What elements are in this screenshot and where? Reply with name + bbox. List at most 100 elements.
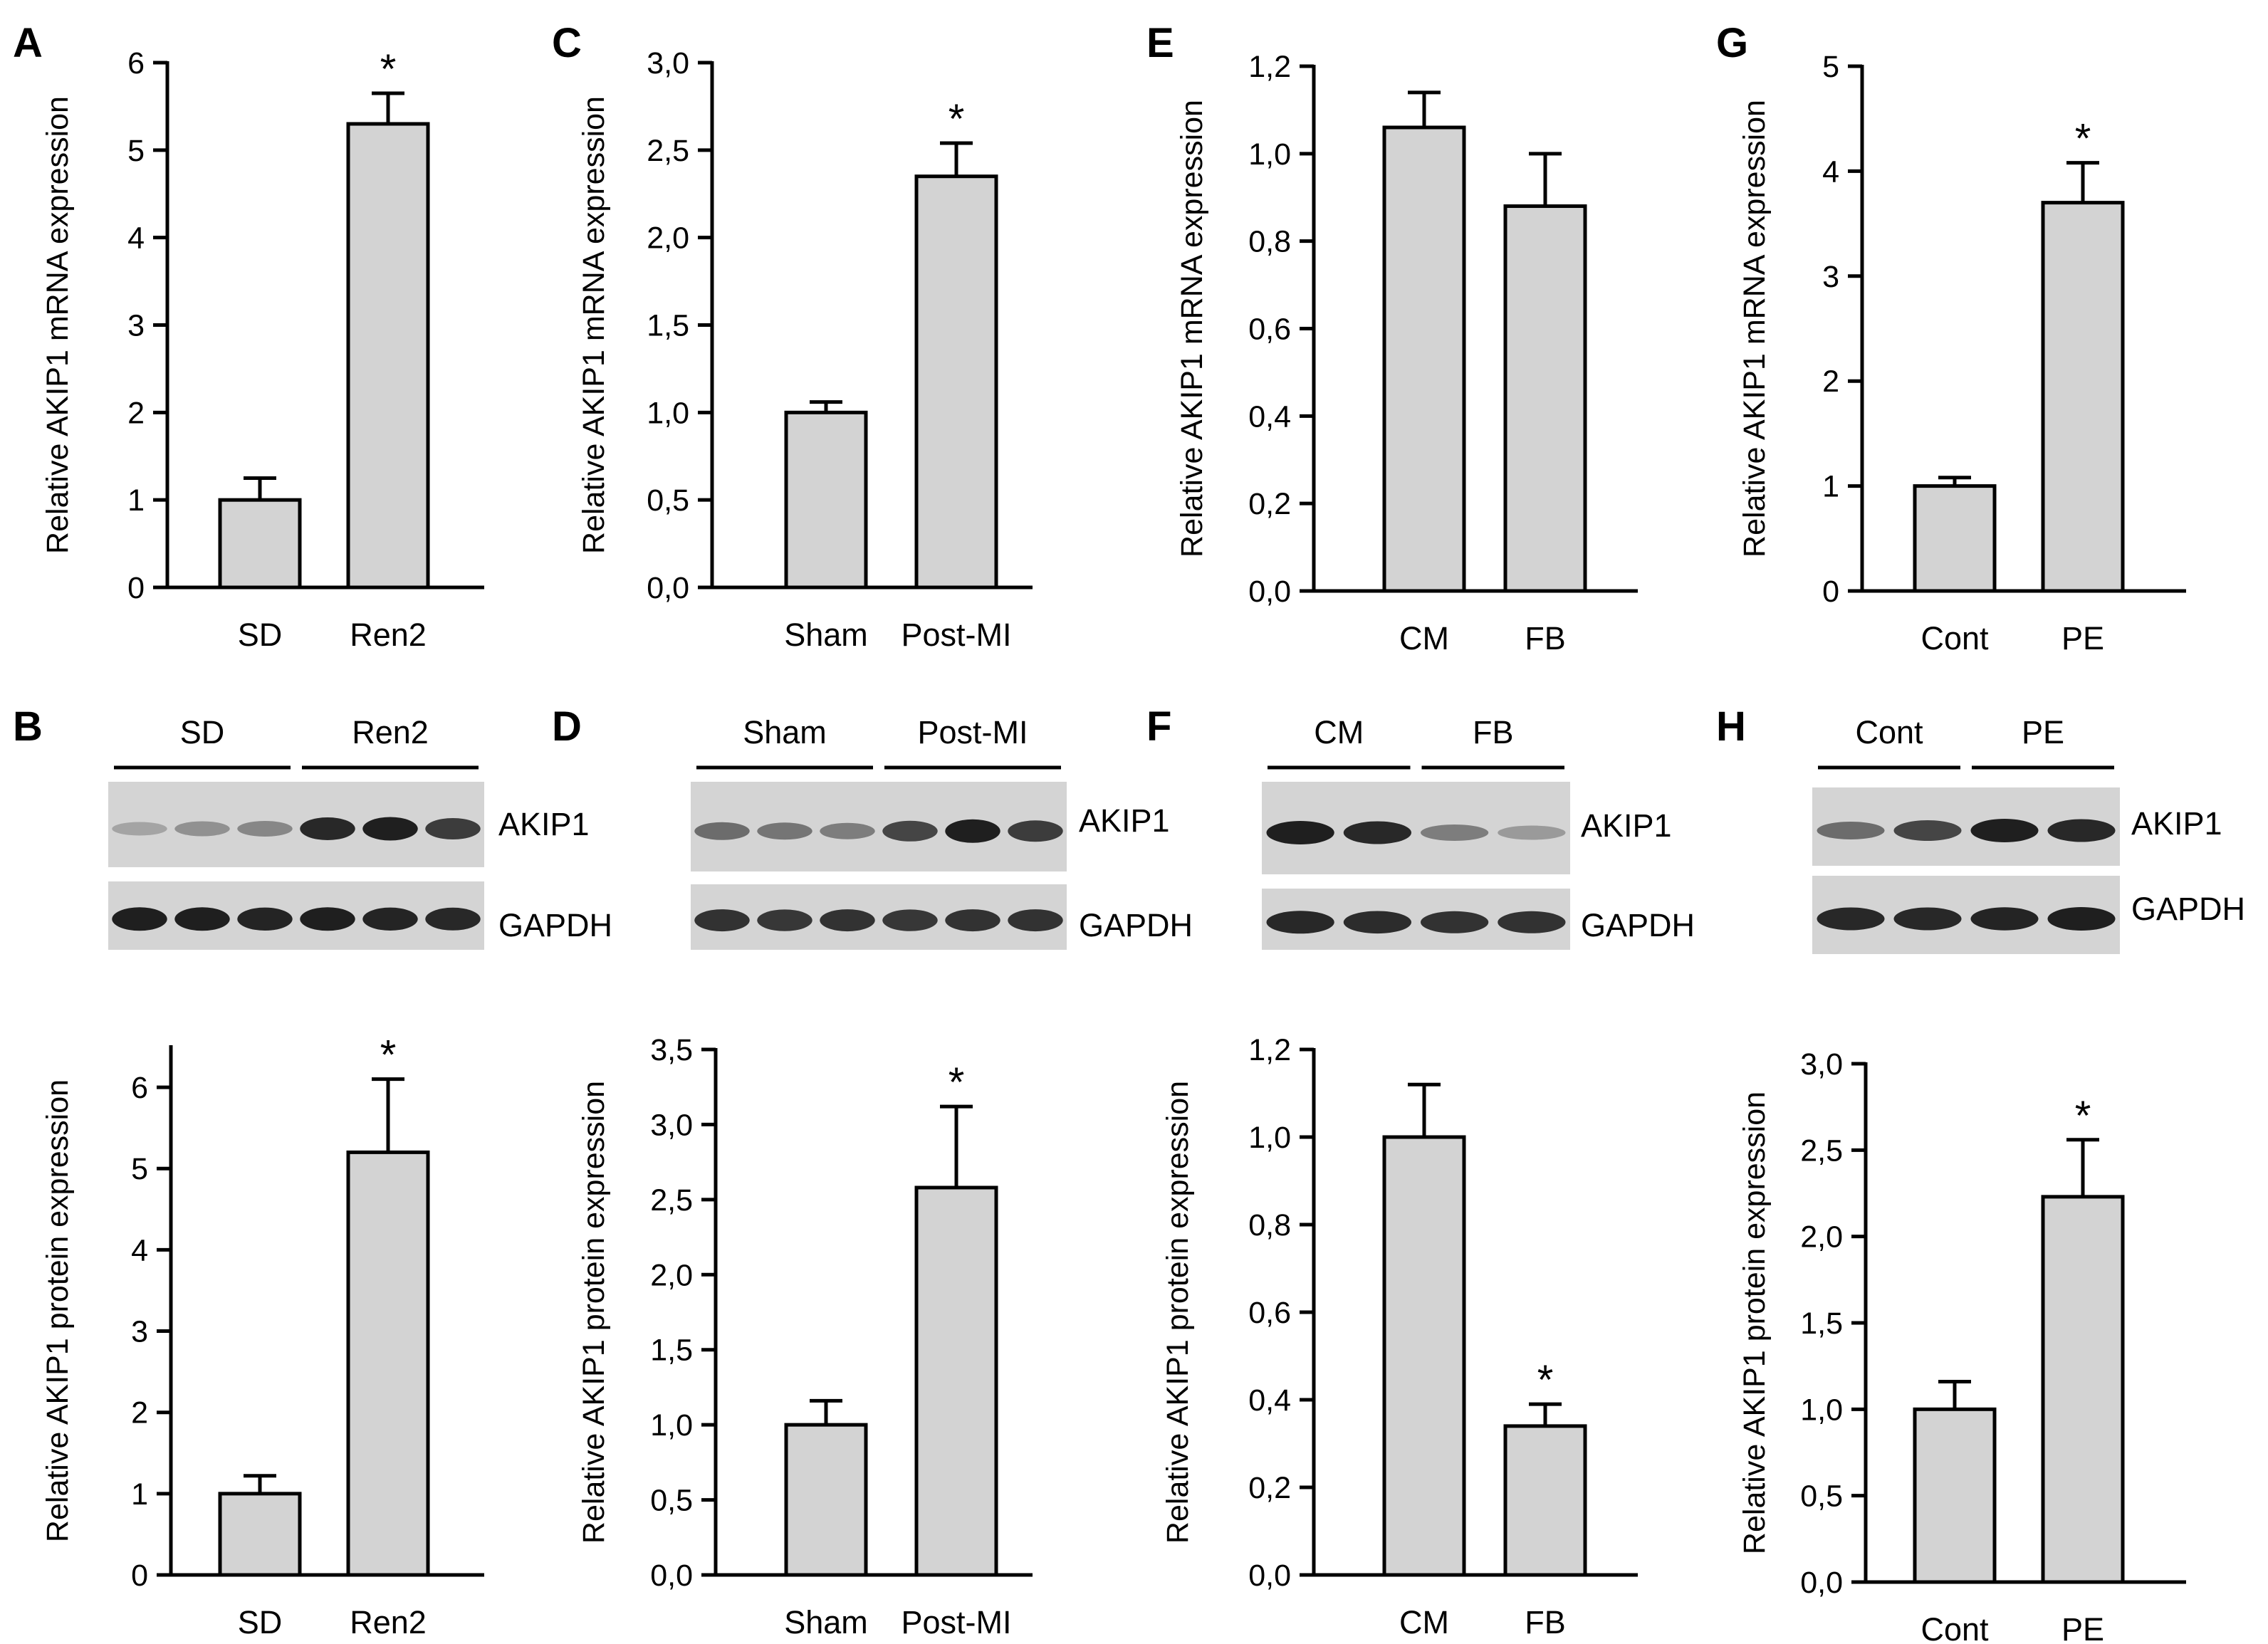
y-tick-label: 1,0 [1248,137,1291,172]
panel-letter-g: G [1716,20,1748,66]
y-tick-label: 3 [127,309,145,343]
y-tick-label: 4 [127,221,145,256]
blot-band [2047,907,2116,931]
significance-marker: * [380,1032,397,1079]
x-tick-label: FB [1525,620,1566,656]
y-tick-label: 3 [131,1315,148,1349]
x-tick-label: CM [1399,620,1449,656]
panel-letter-f: F [1146,703,1171,750]
blot-band [1266,821,1334,844]
significance-marker: * [949,96,965,142]
bar-ren2 [346,122,430,590]
blot-band [1498,911,1566,933]
y-tick-label: 3,0 [650,1108,693,1142]
y-tick-label: 6 [127,46,145,80]
y-tick-label: 1,0 [650,1408,693,1443]
blot-band [694,909,750,932]
y-tick-label: 0,0 [647,571,689,605]
x-tick-label: CM [1399,1604,1449,1640]
y-tick-label: 0,5 [650,1484,693,1518]
blot-row-label-gapdh: GAPDH [1079,907,1193,943]
x-tick-label: PE [2061,620,2104,656]
bar-cm [1382,125,1466,593]
y-tick-label: 0,6 [1248,313,1291,347]
chart-b: 0 1 2 3 4 5 6 Relative AKIP1 protein expression… [41,1032,484,1640]
y-tick-label: 4 [1822,155,1839,189]
blot-band [1343,821,1412,844]
bar-cont [1913,1407,1997,1584]
y-tick-label: 0,2 [1248,1471,1291,1505]
x-tick-label: Ren2 [350,617,427,653]
panel-letter-d: D [552,703,582,750]
blot-row-label-gapdh: GAPDH [498,907,612,943]
x-tick-label: SD [238,617,283,653]
blot-row-label-akip1: AKIP1 [1581,807,1672,844]
blot-group-label: CM [1314,714,1364,750]
blot-band [425,907,481,931]
bar-ren2 [346,1150,430,1577]
bar-fb [1503,204,1587,593]
bar-post-mi [914,1185,998,1577]
y-axis-title: Relative AKIP1 mRNA expression [577,96,611,554]
blot-membrane [108,782,484,867]
blot-band [882,820,938,842]
blot-row-label-gapdh: GAPDH [2131,891,2245,927]
x-tick-label: FB [1525,1604,1566,1640]
x-tick-label: PE [2061,1611,2104,1644]
y-tick-label: 0,8 [1248,1208,1291,1242]
bar-sd [218,498,302,590]
y-tick-label: 3,0 [1800,1047,1843,1082]
chart-d: 0,0 0,5 1,0 1,5 2,0 2,5 3,0 3,5 Relative AKIP1 p… [577,1033,1033,1640]
blot-band [757,822,812,840]
x-tick-label: Sham [784,617,868,653]
bar-sham [784,1423,868,1577]
blot-band [1420,911,1489,933]
y-axis-title: Relative AKIP1 mRNA expression [41,96,75,554]
y-tick-label: 2,0 [1800,1220,1843,1255]
blot-row-label-akip1: AKIP1 [498,806,590,842]
y-axis-title: Relative AKIP1 protein expression [1161,1081,1195,1544]
y-tick-label: 2 [131,1396,148,1430]
bar-fb [1503,1424,1587,1577]
chart-c: 0,0 0,5 1,0 1,5 2,0 2,5 3,0 Relative AKIP1 mRNA… [577,46,1033,653]
x-tick-label: Sham [784,1604,868,1640]
blot-band [945,909,1000,932]
y-tick-label: 0 [131,1559,148,1593]
y-tick-label: 1,2 [1248,50,1291,84]
blot-band [362,817,418,841]
blot-membrane [108,881,484,950]
y-tick-label: 1,0 [1248,1121,1291,1155]
x-tick-label: Post-MI [901,1604,1011,1640]
blot-band [362,907,418,931]
y-tick-label: 1,2 [1248,1033,1291,1067]
y-tick-label: 0 [1822,575,1839,609]
blot-row-label-akip1: AKIP1 [2131,805,2222,842]
blot-h: Cont PE AKIP1 GAPDH [1812,714,2245,954]
y-tick-label: 0,5 [647,483,689,518]
significance-marker: * [949,1059,965,1106]
y-tick-label: 0,5 [1800,1480,1843,1514]
significance-marker: * [2075,1093,2091,1139]
chart-f: 0,0 0,2 0,4 0,6 0,8 1,0 1,2 Relative AKIP1 prot… [1161,1033,1638,1640]
y-tick-label: 2 [1822,365,1839,399]
blot-band [174,821,230,837]
panel-letter-c: C [552,20,582,66]
y-tick-label: 1 [1822,470,1839,504]
blot-band [1970,907,2039,931]
blot-band [820,822,875,839]
blot-band [2047,819,2116,842]
y-tick-label: 6 [131,1071,148,1105]
blot-f: CM FB AKIP1 GAPDH [1262,714,1695,950]
chart-g: 0 1 2 3 4 5 Relative AKIP1 mRNA expression Cont… [1737,50,2186,656]
blot-band [174,907,230,931]
y-tick-label: 0,0 [1800,1566,1843,1600]
blot-group-label: Ren2 [352,714,429,750]
y-tick-label: 3,0 [647,46,689,80]
blot-band [425,818,481,839]
blot-group-label: Post-MI [917,714,1028,750]
chart-a: 0 1 2 3 4 5 6 Relative AKIP1 mRNA expression SD *… [41,46,484,653]
y-tick-label: 5 [131,1152,148,1186]
y-tick-label: 3,5 [650,1033,693,1067]
y-tick-label: 0,2 [1248,487,1291,521]
y-tick-label: 1,0 [1800,1393,1843,1427]
